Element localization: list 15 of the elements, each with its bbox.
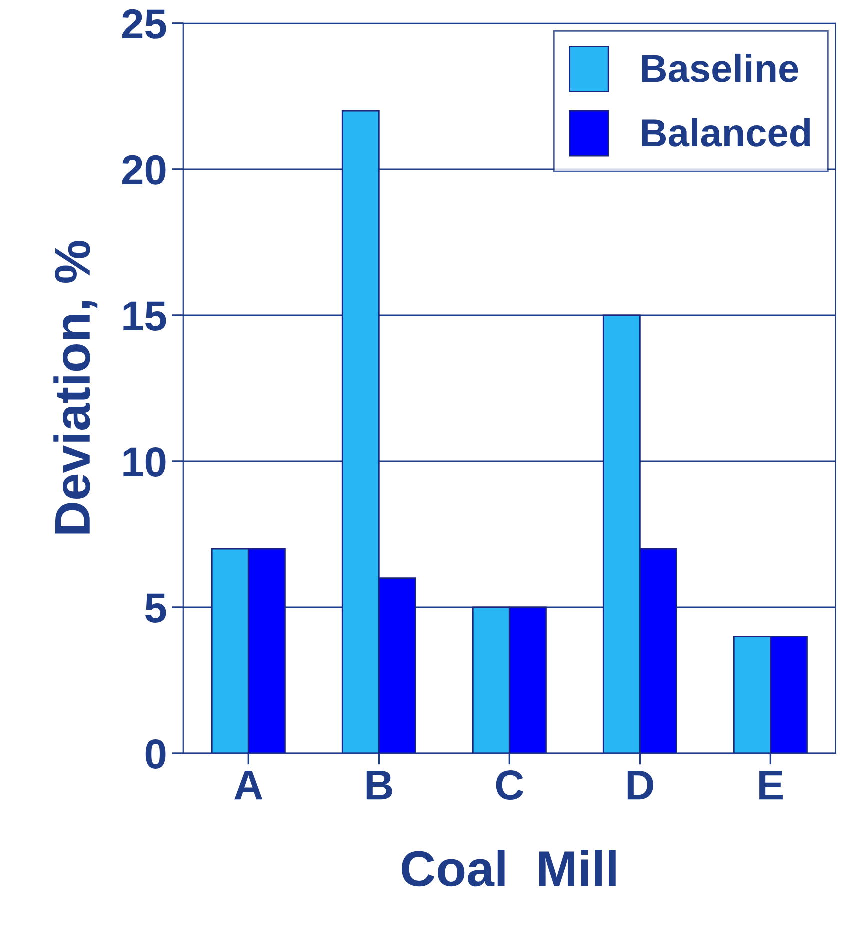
- y-tick-label: 0: [146, 739, 166, 769]
- x-tick-label: B: [366, 770, 392, 800]
- x-tick-label: C: [496, 770, 524, 800]
- legend-label: Baseline: [642, 54, 798, 83]
- y-tick-label: 25: [122, 9, 166, 39]
- legend-label: Balanced: [642, 118, 810, 147]
- y-tick-label: 5: [146, 594, 166, 623]
- y-tick-label: 10: [124, 447, 166, 477]
- x-tick-label: A: [234, 770, 263, 800]
- y-axis-title: Deviation, %: [54, 241, 98, 534]
- x-tick-label: D: [628, 770, 654, 800]
- y-tick-label: 15: [124, 302, 166, 331]
- y-tick-label: 20: [122, 155, 166, 185]
- x-tick-label: E: [760, 770, 783, 800]
- x-axis-title: Coal Mill: [402, 850, 616, 887]
